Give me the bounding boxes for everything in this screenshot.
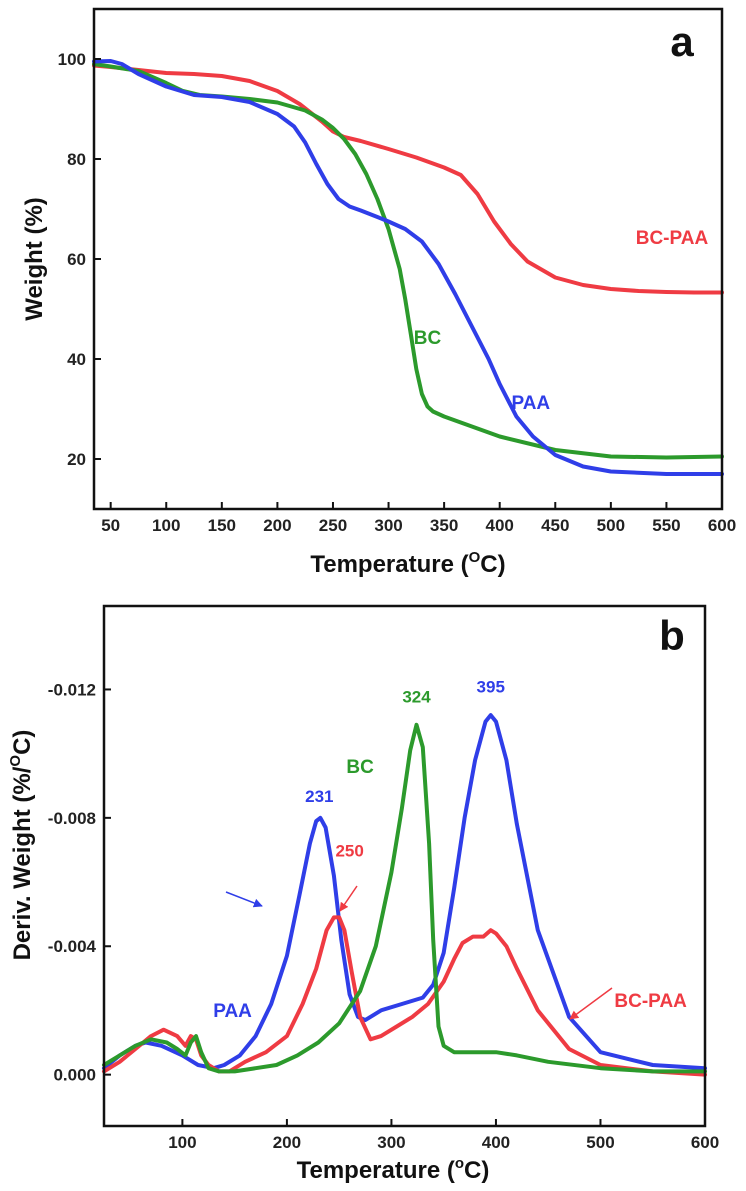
panel-b-y-tick-label: 0.000 xyxy=(53,1066,96,1085)
panel-a-x-tick-label: 550 xyxy=(652,516,680,535)
panel-b-label-bc: BC xyxy=(346,757,374,778)
panel-b-x-axis-title: Temperature (oC) xyxy=(297,1155,490,1184)
panel-a-frame xyxy=(92,7,724,511)
panel-a-label-paa: PAA xyxy=(511,393,550,414)
panel-a-y-tick-label: 20 xyxy=(67,450,86,469)
panel-a-y-tick-label: 40 xyxy=(67,350,86,369)
paa-pointer-arrow xyxy=(225,891,263,908)
panel-a-x-tick-label: 400 xyxy=(486,516,514,535)
bc-paa-pointer-arrow xyxy=(569,987,613,1020)
panel-b-frame xyxy=(102,604,707,1128)
panel-b-y-tick-label: -0.008 xyxy=(48,809,96,828)
panel-a-x-tick-label: 500 xyxy=(597,516,625,535)
panel-a-series-bc xyxy=(92,62,724,460)
panel-b-x-tick-label: 500 xyxy=(586,1133,614,1152)
panel-b-annotation-arrows xyxy=(225,885,613,1020)
panel-b-x-tick-label: 200 xyxy=(273,1133,301,1152)
panel-a-x-tick-label: 100 xyxy=(152,516,180,535)
peak-label-231: 231 xyxy=(305,787,333,806)
panel-a-x-tick-label: 200 xyxy=(263,516,291,535)
panel-b-x-tick-label: 600 xyxy=(691,1133,719,1152)
peak-label-250: 250 xyxy=(335,841,363,860)
peak-label-324: 324 xyxy=(402,687,431,706)
panel-a-y-tick-label: 80 xyxy=(67,150,86,169)
panel-a-x-axis-title: Temperature (OC) xyxy=(310,549,505,578)
panel-a-x-tick-label: 150 xyxy=(208,516,236,535)
panel-b-label-bc-paa: BC-PAA xyxy=(614,991,687,1012)
panel-a-x-tick-label: 350 xyxy=(430,516,458,535)
panel-b-label: b xyxy=(659,612,685,659)
peak-250-pointer-arrow xyxy=(339,885,358,912)
panel-a-y-tick-label: 100 xyxy=(58,50,86,69)
panel-b-chart: 100 200 300 400 500 600 0.000 -0.004 -0.008 -0.01… xyxy=(7,604,719,1184)
panel-b-y-axis-title: Deriv. Weight (%/OC) xyxy=(7,730,36,961)
panel-a-series-bc-paa xyxy=(92,63,724,295)
panel-a-label-bc-paa: BC-PAA xyxy=(636,228,709,249)
panel-a-y-axis-title: Weight (%) xyxy=(21,197,48,321)
panel-a-label: a xyxy=(670,18,694,65)
panel-a-chart: 50 100 150 200 250 300 350 400 450 500 550 600 20 40 6… xyxy=(21,7,736,578)
peak-label-395: 395 xyxy=(477,678,505,697)
panel-a-label-bc: BC xyxy=(414,328,442,349)
panel-b-x-tick-label: 400 xyxy=(482,1133,510,1152)
panel-a-x-tick-label: 300 xyxy=(374,516,402,535)
panel-b-series-paa xyxy=(102,713,707,1071)
panel-a-x-tick-label: 250 xyxy=(319,516,347,535)
panel-a-y-tick-label: 60 xyxy=(67,250,86,269)
panel-a-x-tick-label: 50 xyxy=(101,516,120,535)
panel-a-series-paa xyxy=(92,59,724,476)
panel-b-x-tick-label: 300 xyxy=(377,1133,405,1152)
panel-b-y-tick-label: -0.012 xyxy=(48,680,96,699)
panel-a-x-tick-label: 600 xyxy=(708,516,736,535)
panel-b-series-bc xyxy=(102,722,707,1074)
panel-a-x-tick-label: 450 xyxy=(541,516,569,535)
panel-b-y-tick-label: -0.004 xyxy=(48,937,97,956)
panel-b-label-paa: PAA xyxy=(213,1001,252,1022)
panel-b-x-tick-label: 100 xyxy=(168,1133,196,1152)
panel-b-series-bc-paa xyxy=(102,915,707,1077)
